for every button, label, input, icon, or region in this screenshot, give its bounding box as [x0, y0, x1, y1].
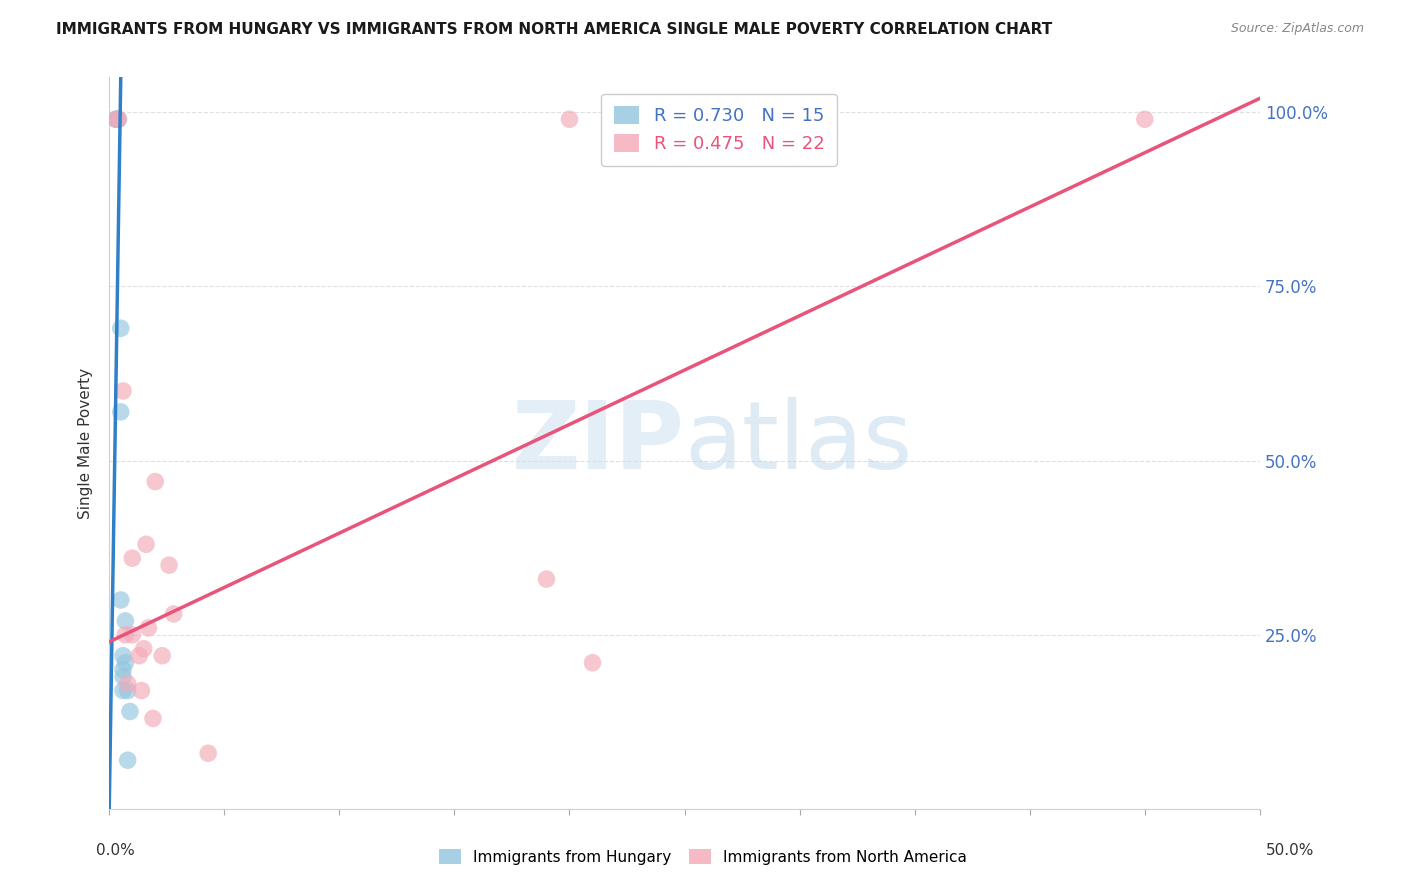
Point	[558, 112, 581, 127]
Text: IMMIGRANTS FROM HUNGARY VS IMMIGRANTS FROM NORTH AMERICA SINGLE MALE POVERTY COR: IMMIGRANTS FROM HUNGARY VS IMMIGRANTS FR…	[56, 22, 1053, 37]
Point	[114, 628, 136, 642]
Point	[112, 384, 135, 398]
Point	[121, 628, 143, 642]
Point	[114, 656, 136, 670]
Legend: R = 0.730   N = 15, R = 0.475   N = 22: R = 0.730 N = 15, R = 0.475 N = 22	[602, 94, 837, 166]
Point	[1133, 112, 1156, 127]
Text: ZIP: ZIP	[512, 397, 685, 489]
Point	[114, 614, 136, 628]
Point	[135, 537, 157, 551]
Point	[112, 648, 135, 663]
Point	[150, 648, 173, 663]
Point	[105, 112, 128, 127]
Point	[117, 683, 139, 698]
Point	[117, 676, 139, 690]
Point	[110, 321, 132, 335]
Point	[131, 683, 153, 698]
Point	[121, 551, 143, 566]
Point	[197, 746, 219, 760]
Point	[112, 683, 135, 698]
Point	[110, 593, 132, 607]
Text: Source: ZipAtlas.com: Source: ZipAtlas.com	[1230, 22, 1364, 36]
Y-axis label: Single Male Poverty: Single Male Poverty	[79, 368, 93, 519]
Point	[581, 656, 603, 670]
Text: atlas: atlas	[685, 397, 912, 489]
Text: 50.0%: 50.0%	[1267, 843, 1315, 858]
Point	[112, 670, 135, 684]
Point	[143, 475, 166, 489]
Point	[105, 112, 128, 127]
Point	[163, 607, 186, 621]
Text: 0.0%: 0.0%	[96, 843, 135, 858]
Point	[142, 711, 165, 725]
Point	[132, 641, 155, 656]
Legend: Immigrants from Hungary, Immigrants from North America: Immigrants from Hungary, Immigrants from…	[433, 843, 973, 871]
Point	[118, 705, 141, 719]
Point	[105, 112, 128, 127]
Point	[157, 558, 180, 573]
Point	[107, 112, 129, 127]
Point	[536, 572, 558, 586]
Point	[107, 112, 129, 127]
Point	[117, 753, 139, 767]
Point	[128, 648, 150, 663]
Point	[138, 621, 160, 635]
Point	[110, 405, 132, 419]
Point	[112, 663, 135, 677]
